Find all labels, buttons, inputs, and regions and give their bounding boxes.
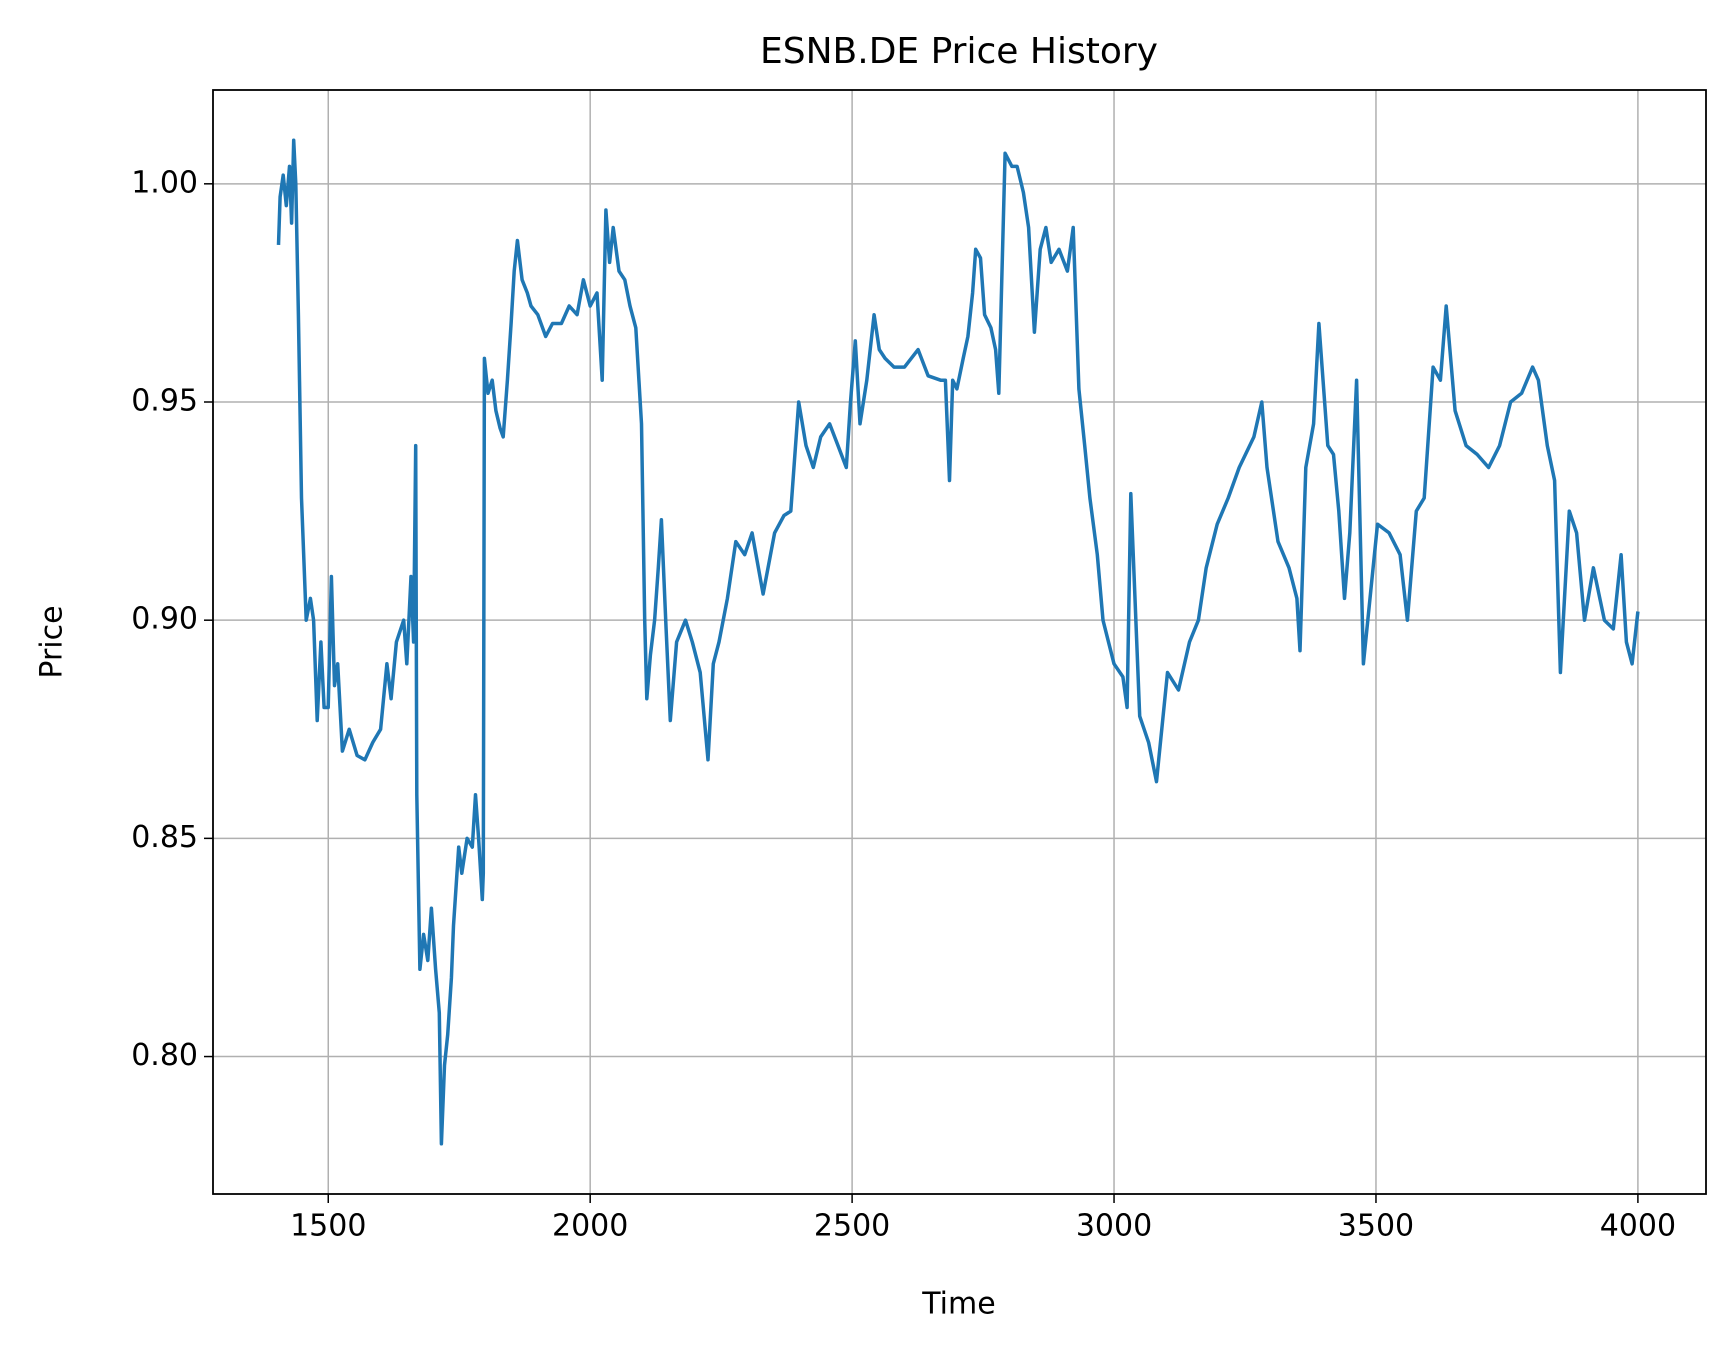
chart-title: ESNB.DE Price History	[760, 31, 1158, 72]
x-axis-label: Time	[921, 1287, 995, 1322]
x-tick-label: 3500	[1338, 1209, 1414, 1244]
x-tick-label: 4000	[1600, 1209, 1676, 1244]
x-tick-label: 2000	[552, 1209, 628, 1244]
x-tick-label: 1500	[290, 1209, 366, 1244]
y-tick-label: 0.90	[131, 602, 198, 637]
plot-area	[276, 138, 1640, 1146]
y-tick-label: 0.85	[131, 820, 198, 855]
y-tick-label: 0.95	[131, 384, 198, 419]
y-tick-label: 0.80	[131, 1038, 198, 1073]
y-axis-label: Price	[35, 605, 70, 678]
x-tick-label: 3000	[1076, 1209, 1152, 1244]
price-line	[276, 138, 1640, 1146]
axes-frame	[212, 89, 1707, 1195]
grid	[213, 90, 1706, 1194]
y-tick-label: 1.00	[131, 165, 198, 200]
x-tick-label: 2500	[814, 1209, 890, 1244]
